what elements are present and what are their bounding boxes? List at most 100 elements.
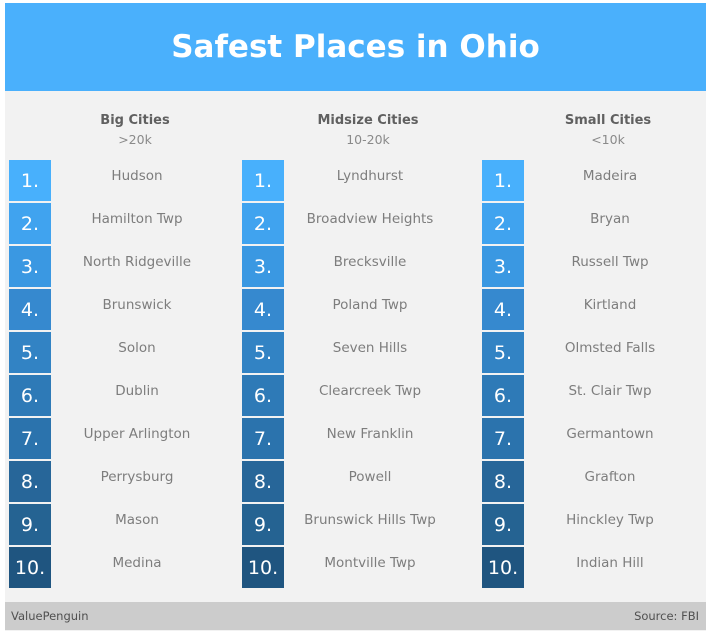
list-item: 5. Solon [7,332,238,373]
city-name: Seven Hills [332,340,408,356]
rank-badge: 6. [9,375,51,416]
list-item: 2. Broadview Heights [240,203,471,244]
city-name: Bryan [590,211,630,227]
column-midsize-cities: Midsize Cities 10-20k 1. Lyndhurst 2. Broadvi… [240,111,471,588]
rank-badge: 10. [9,547,51,588]
list-item: 9. Mason [7,504,238,545]
list-item: 1. Lyndhurst [240,160,471,201]
city-name: Broadview Heights [306,211,434,227]
source-label: Source: FBI [634,609,699,623]
city-name: Kirtland [583,297,637,313]
list-item: 4. Brunswick [7,289,238,330]
list-item: 1. Hudson [7,160,238,201]
city-name: Solon [118,340,156,356]
list-item: 6. Dublin [7,375,238,416]
city-name: Hinckley Twp [566,512,654,528]
column-small-cities: Small Cities <10k 1. Madeira 2. Bryan 3. Russel… [480,111,708,588]
list-item: 7. Upper Arlington [7,418,238,459]
rank-badge: 10. [242,547,284,588]
rank-badge: 3. [9,246,51,287]
rank-badge: 10. [482,547,524,588]
list-item: 8. Grafton [480,461,708,502]
rank-badge: 1. [482,160,524,201]
column-header: Midsize Cities 10-20k [282,111,454,149]
city-name: Dublin [115,383,159,399]
rank-badge: 7. [242,418,284,459]
rank-badge: 6. [242,375,284,416]
rank-badge: 7. [482,418,524,459]
column-big-cities: Big Cities >20k 1. Hudson 2. Hamilton Twp 3. No… [7,111,238,588]
column-header: Big Cities >20k [49,111,221,149]
list-item: 9. Brunswick Hills Twp [240,504,471,545]
city-name: Russell Twp [571,254,649,270]
city-name: Hamilton Twp [91,211,183,227]
city-name: Brecksville [333,254,407,270]
list-item: 3. Brecksville [240,246,471,287]
rank-badge: 5. [242,332,284,373]
rank-badge: 4. [242,289,284,330]
column-title: Small Cities [564,113,652,128]
rank-badge: 3. [242,246,284,287]
list-item: 4. Kirtland [480,289,708,330]
list-item: 7. New Franklin [240,418,471,459]
rank-badge: 5. [9,332,51,373]
list-item: 10. Indian Hill [480,547,708,588]
rank-badge: 3. [482,246,524,287]
rank-badge: 8. [242,461,284,502]
city-name: St. Clair Twp [568,383,652,399]
rank-badge: 8. [482,461,524,502]
list-item: 10. Medina [7,547,238,588]
list-item: 9. Hinckley Twp [480,504,708,545]
city-name: Medina [112,555,162,571]
column-title: Midsize Cities [317,113,419,128]
list-item: 10. Montville Twp [240,547,471,588]
city-name: Olmsted Falls [564,340,656,356]
rank-badge: 9. [9,504,51,545]
list-item: 5. Olmsted Falls [480,332,708,373]
column-subtitle: >20k [118,132,152,147]
city-name: Montville Twp [324,555,416,571]
list-item: 8. Powell [240,461,471,502]
rank-badge: 6. [482,375,524,416]
city-name: Upper Arlington [83,426,191,442]
city-name: Perrysburg [100,469,174,485]
rank-badge: 2. [242,203,284,244]
list-item: 7. Germantown [480,418,708,459]
rank-badge: 9. [242,504,284,545]
list-item: 3. North Ridgeville [7,246,238,287]
rank-badge: 4. [482,289,524,330]
city-name: Powell [348,469,392,485]
city-name: Hudson [111,168,163,184]
list-item: 2. Hamilton Twp [7,203,238,244]
rank-badge: 2. [9,203,51,244]
rank-badge: 1. [9,160,51,201]
list-item: 3. Russell Twp [480,246,708,287]
city-name: Indian Hill [576,555,644,571]
column-subtitle: 10-20k [346,132,390,147]
rank-badge: 9. [482,504,524,545]
city-name: Poland Twp [332,297,408,313]
list-item: 6. St. Clair Twp [480,375,708,416]
rank-badge: 5. [482,332,524,373]
footer-bar: ValuePenguin Source: FBI [5,602,706,630]
rank-badge: 2. [482,203,524,244]
rank-badge: 7. [9,418,51,459]
city-name: Germantown [566,426,654,442]
city-name: Mason [115,512,159,528]
header-banner: Safest Places in Ohio [5,3,706,91]
page-title: Safest Places in Ohio [171,29,540,65]
list-item: 1. Madeira [480,160,708,201]
column-subtitle: <10k [591,132,625,147]
city-name: Brunswick Hills Twp [304,512,436,528]
list-item: 4. Poland Twp [240,289,471,330]
column-title: Big Cities [100,113,170,128]
list-item: 6. Clearcreek Twp [240,375,471,416]
brand-label: ValuePenguin [11,609,89,623]
city-name: Lyndhurst [336,168,404,184]
city-name: Clearcreek Twp [318,383,422,399]
city-name: Brunswick [102,297,172,313]
city-name: Madeira [582,168,638,184]
list-item: 5. Seven Hills [240,332,471,373]
list-item: 8. Perrysburg [7,461,238,502]
column-header: Small Cities <10k [522,111,694,149]
